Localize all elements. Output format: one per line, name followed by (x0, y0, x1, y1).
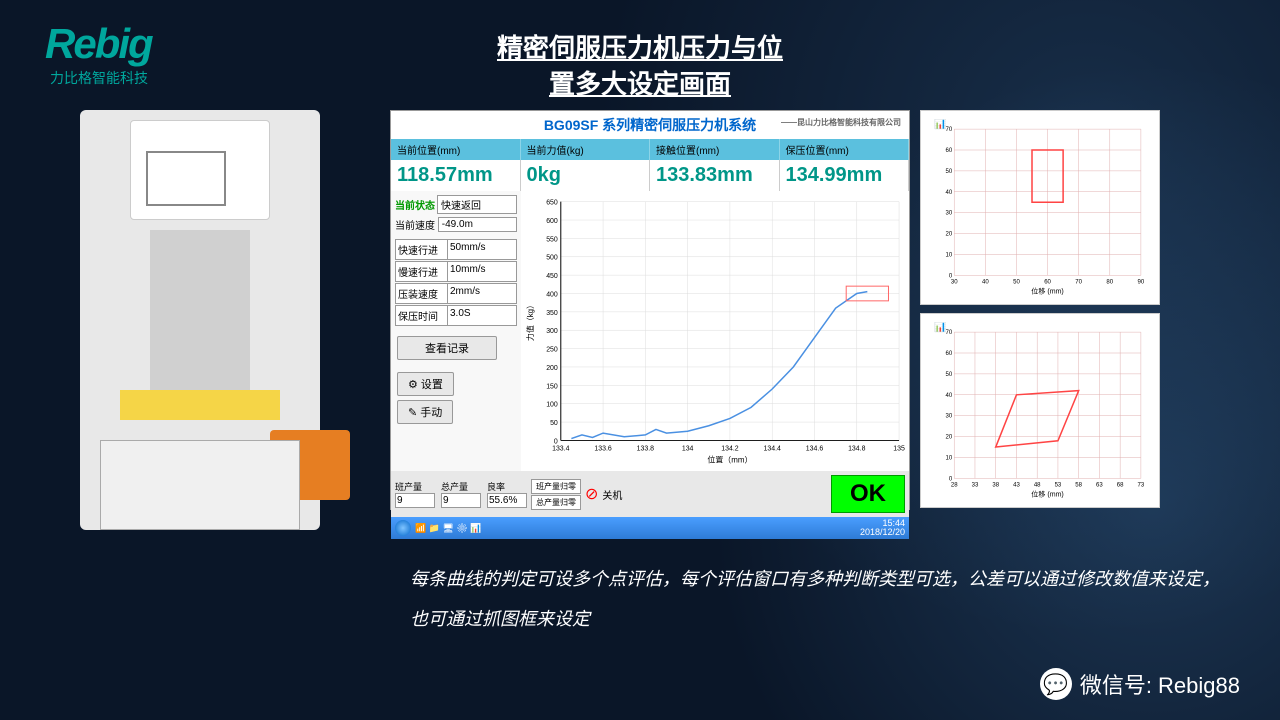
svg-text:63: 63 (1096, 482, 1103, 488)
logo: Rebig (45, 20, 152, 68)
svg-text:48: 48 (1034, 482, 1041, 488)
hmi-values: 118.57mm0kg 133.83mm134.99mm (391, 160, 909, 191)
machine-image (80, 110, 320, 530)
svg-text:133.6: 133.6 (594, 445, 612, 452)
view-records-button[interactable]: 查看记录 (397, 336, 497, 360)
svg-text:134.8: 134.8 (848, 445, 866, 452)
windows-taskbar: 📶 📁 🖥 ⚙ 📊 15:442018/12/20 (391, 517, 909, 539)
svg-text:10: 10 (945, 456, 952, 462)
svg-text:10: 10 (945, 253, 952, 259)
manual-button[interactable]: ✎ 手动 (397, 400, 453, 424)
side-chart-1: 01020304050607030405060708090📊位移 (mm) (920, 110, 1160, 305)
svg-text:53: 53 (1055, 482, 1062, 488)
svg-text:150: 150 (546, 383, 558, 390)
start-orb-icon[interactable] (395, 520, 411, 536)
wechat-info: 💬 微信号: Rebig88 (1040, 668, 1240, 700)
svg-text:250: 250 (546, 347, 558, 354)
settings-button[interactable]: ⚙ 设置 (397, 372, 454, 396)
hmi-main-chart: 0 50 100 150 200 250 300 350 400 450 500 550 600 650 1… (521, 191, 909, 471)
hmi-screenshot: BG09SF 系列精密伺服压力机系统 ——昆山力比格智能科技有限公司 当前位置(… (390, 110, 910, 510)
svg-text:50: 50 (945, 169, 952, 175)
svg-text:力值（kg）: 力值（kg） (525, 301, 535, 341)
svg-text:43: 43 (1013, 482, 1020, 488)
svg-text:60: 60 (1044, 279, 1051, 285)
svg-text:450: 450 (546, 273, 558, 280)
svg-text:100: 100 (546, 402, 558, 409)
logo-subtitle: 力比格智能科技 (50, 68, 148, 88)
svg-text:位置（mm）: 位置（mm） (707, 454, 752, 464)
svg-text:133.4: 133.4 (552, 445, 570, 452)
svg-text:50: 50 (945, 372, 952, 378)
hmi-params-panel: 当前状态快速返回 当前速度 -49.0m 快速行进50mm/s慢速行进10mm/… (391, 191, 521, 471)
svg-text:20: 20 (945, 232, 952, 238)
svg-text:50: 50 (1013, 279, 1020, 285)
ok-button[interactable]: OK (831, 475, 905, 513)
svg-text:400: 400 (546, 291, 558, 298)
svg-text:73: 73 (1138, 482, 1145, 488)
page-title: 精密伺服压力机压力与位 置多大设定画面 (497, 30, 783, 103)
svg-text:600: 600 (546, 218, 558, 225)
svg-text:0: 0 (554, 438, 558, 445)
svg-text:135: 135 (893, 445, 905, 452)
svg-text:40: 40 (945, 190, 952, 196)
svg-text:60: 60 (945, 148, 952, 154)
svg-text:位移 (mm): 位移 (mm) (1031, 490, 1064, 499)
svg-text:134.2: 134.2 (721, 445, 739, 452)
svg-text:60: 60 (945, 351, 952, 357)
svg-text:58: 58 (1075, 482, 1082, 488)
shutdown-button[interactable]: 关机 (602, 487, 622, 502)
svg-text:350: 350 (546, 310, 558, 317)
svg-text:134.4: 134.4 (764, 445, 782, 452)
svg-text:30: 30 (951, 279, 958, 285)
hmi-value-headers: 当前位置(mm)当前力值(kg) 接触位置(mm)保压位置(mm) (391, 139, 909, 160)
svg-text:30: 30 (945, 211, 952, 217)
svg-text:650: 650 (546, 200, 558, 207)
svg-text:133.8: 133.8 (637, 445, 655, 452)
hmi-title: BG09SF 系列精密伺服压力机系统 ——昆山力比格智能科技有限公司 (391, 111, 909, 139)
svg-text:300: 300 (546, 328, 558, 335)
svg-text:40: 40 (982, 279, 989, 285)
svg-text:20: 20 (945, 435, 952, 441)
side-chart-2: 01020304050607028333843485358636873📊位移 (… (920, 313, 1160, 508)
svg-text:📊: 📊 (934, 322, 947, 333)
svg-text:位移 (mm): 位移 (mm) (1031, 287, 1064, 296)
description-text: 每条曲线的判定可设多个点评估，每个评估窗口有多种判断类型可选，公差可以通过修改数… (410, 560, 1220, 639)
svg-text:38: 38 (992, 482, 999, 488)
svg-text:📊: 📊 (934, 119, 947, 130)
svg-text:70: 70 (1075, 279, 1082, 285)
svg-text:80: 80 (1106, 279, 1113, 285)
svg-text:30: 30 (945, 414, 952, 420)
reset-shift-button[interactable]: 班产量归零 (531, 479, 581, 494)
svg-text:68: 68 (1117, 482, 1124, 488)
svg-text:50: 50 (550, 420, 558, 427)
svg-text:33: 33 (972, 482, 979, 488)
svg-text:40: 40 (945, 393, 952, 399)
hmi-stats-bar: 班产量总产量良率 班产量归零 总产量归零 ⊘ 关机 OK (391, 471, 909, 517)
svg-text:500: 500 (546, 255, 558, 262)
svg-text:134.6: 134.6 (806, 445, 824, 452)
svg-text:90: 90 (1138, 279, 1145, 285)
svg-text:200: 200 (546, 365, 558, 372)
svg-text:550: 550 (546, 236, 558, 243)
svg-text:28: 28 (951, 482, 958, 488)
wechat-icon: 💬 (1040, 668, 1072, 700)
svg-text:134: 134 (682, 445, 694, 452)
reset-total-button[interactable]: 总产量归零 (531, 495, 581, 510)
